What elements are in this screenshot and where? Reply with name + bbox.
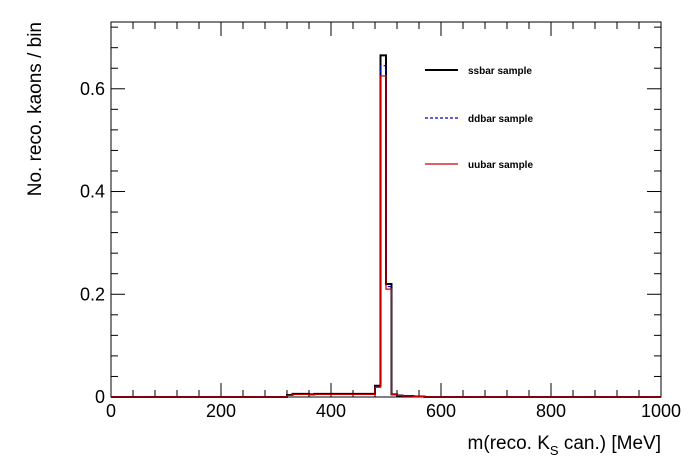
plot-frame [110,21,662,398]
legend: ssbar sample ddbar sample uubar sample [425,66,533,171]
x-axis-title: m(reco. KS can.) [MeV] [468,433,661,458]
x-tick-label: 400 [316,401,346,421]
x-axis: 0 200 400 600 800 1000 [106,22,681,421]
legend-label: ddbar sample [468,114,533,125]
series-uubar-sample [111,75,661,398]
y-axis: 0 0.2 0.4 0.6 [80,26,661,407]
legend-label: ssbar sample [468,66,532,77]
x-tick-label: 600 [426,401,456,421]
x-axis-title-rest: can.) [MeV] [559,433,661,454]
x-tick-label: 800 [536,401,566,421]
legend-label: uubar sample [468,160,533,171]
x-axis-title-subscript: S [550,443,559,458]
x-tick-label: 0 [106,401,116,421]
x-tick-label: 200 [206,401,236,421]
y-tick-label: 0.2 [80,284,105,304]
y-tick-label: 0.6 [80,79,105,99]
x-axis-title-main: m(reco. K [468,433,551,454]
y-axis-title: No. reco. kaons / bin [25,22,46,196]
y-tick-label: 0 [95,387,105,407]
y-tick-label: 0.4 [80,182,105,202]
x-tick-label: 1000 [641,401,681,421]
series-layer [111,54,661,398]
